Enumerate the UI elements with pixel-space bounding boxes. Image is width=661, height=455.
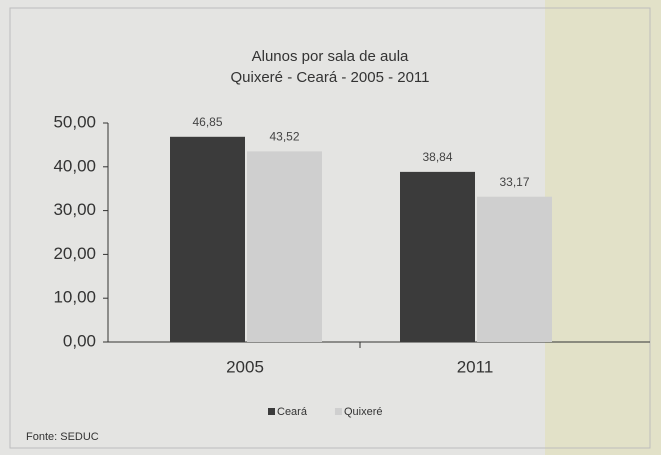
x-tick-label: 2011: [457, 357, 494, 376]
x-tick-label: 2005: [226, 357, 264, 376]
value-label: 43,52: [269, 130, 299, 144]
frame: [9, 7, 651, 449]
y-tick-label: 50,00: [53, 112, 96, 131]
y-tick-label: 30,00: [53, 200, 96, 219]
value-label: 38,84: [422, 150, 452, 164]
source-note: Fonte: SEDUC: [26, 431, 99, 443]
background-right: [545, 0, 661, 455]
y-tick-label: 20,00: [53, 244, 96, 263]
legend-swatch: [334, 408, 342, 415]
chart-title: Alunos por sala de aula: [252, 48, 409, 65]
y-tick-label: 10,00: [53, 288, 96, 307]
bar: [170, 136, 245, 342]
bar: [247, 151, 322, 342]
y-tick-label: 40,00: [53, 156, 96, 175]
legend-swatch: [268, 408, 275, 415]
bar: [477, 196, 552, 342]
value-label: 46,85: [192, 115, 222, 129]
legend-label: Ceará: [277, 406, 308, 418]
value-label: 33,17: [499, 175, 529, 189]
chart-subtitle: Quixeré - Ceará - 2005 - 2011: [231, 69, 430, 86]
legend-label: Quixeré: [344, 406, 383, 418]
y-tick-label: 0,00: [63, 331, 96, 350]
bar: [400, 171, 475, 342]
